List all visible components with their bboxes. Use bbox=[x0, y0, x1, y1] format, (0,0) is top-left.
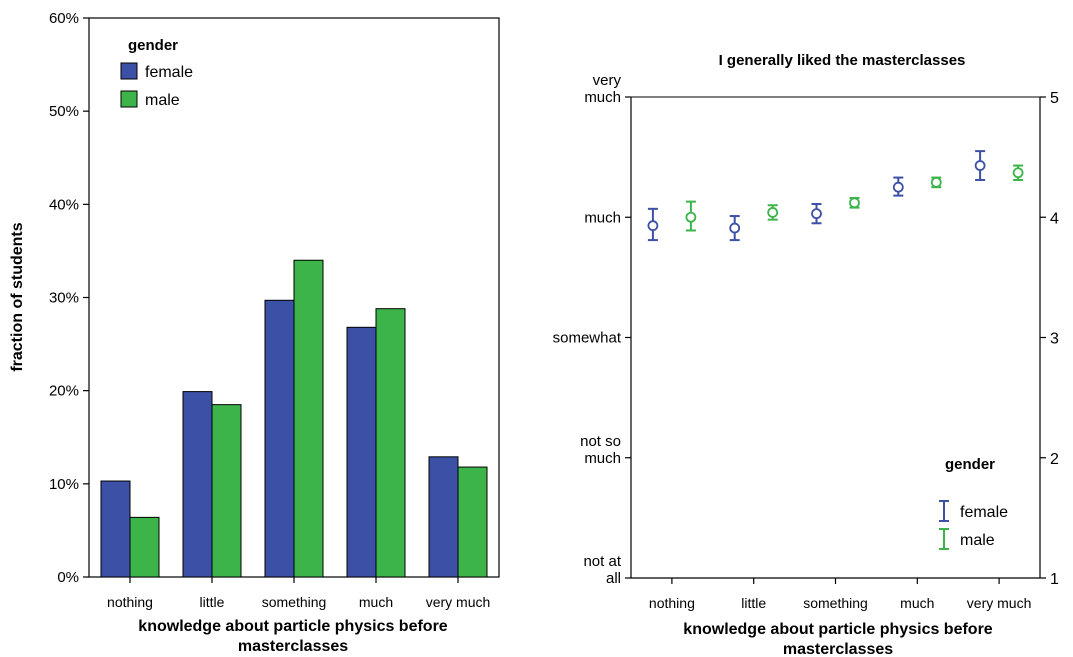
bar-x-tick-label: nothing bbox=[107, 594, 153, 610]
bar-female-much bbox=[346, 326, 377, 578]
errorbar-mean-male-something bbox=[849, 197, 860, 209]
errorbar-x-tick-label: nothing bbox=[649, 595, 695, 611]
errorbar-mean-male-nothing bbox=[685, 211, 697, 223]
bar-y-axis: 0% 10% 20% 30% 40% 50% 60% bbox=[49, 10, 89, 586]
bar-male-very-much bbox=[457, 466, 488, 578]
bar-x-tick-label: very much bbox=[426, 594, 491, 610]
errorbar-x-tick-label: little bbox=[741, 595, 766, 611]
errorbar-right-tick-label: 5 bbox=[1050, 90, 1059, 107]
bar-marks bbox=[100, 259, 488, 578]
bar-y-tick-label: 0% bbox=[57, 569, 79, 586]
bar-female-nothing bbox=[100, 480, 131, 578]
errorbar-mean-female-little bbox=[729, 222, 741, 234]
bar-y-tick-label: 30% bbox=[49, 290, 79, 307]
errorbar-left-tick-label: not at bbox=[583, 553, 621, 570]
errorbar-mean-female-something bbox=[811, 208, 822, 220]
bar-x-axis-title-line2: masterclasses bbox=[238, 638, 348, 655]
errorbar-left-tick-label: all bbox=[606, 570, 621, 587]
errorbar-left-tick-label: much bbox=[584, 89, 621, 106]
bar-legend-label-female: female bbox=[145, 64, 193, 81]
errorbar-mean-female-very-much bbox=[974, 160, 986, 171]
errorbar-x-axis-title-line1: knowledge about particle physics before bbox=[683, 621, 993, 638]
bar-legend-swatch-male bbox=[120, 90, 138, 108]
bar-male-something bbox=[293, 259, 324, 578]
bar-legend: gender female male bbox=[120, 37, 193, 109]
errorbar-left-tick-label: very bbox=[593, 72, 622, 89]
errorbar-legend-symbol-female bbox=[939, 500, 949, 522]
bar-x-axis-title-line1: knowledge about particle physics before bbox=[138, 618, 448, 635]
errorbar-x-axis: nothing little something much very much bbox=[649, 578, 1031, 611]
errorbar-chart-title: I generally liked the masterclasses bbox=[719, 52, 966, 69]
bar-x-tick-label: much bbox=[359, 594, 393, 610]
bar-male-nothing bbox=[129, 516, 160, 578]
bar-female-very-much bbox=[428, 456, 459, 578]
errorbar-mean-female-nothing bbox=[647, 220, 659, 232]
bar-y-tick-label: 10% bbox=[49, 476, 79, 493]
errorbar-right-tick-label: 2 bbox=[1050, 451, 1059, 468]
bar-y-axis-title: fraction of students bbox=[9, 222, 26, 371]
bar-legend-label-male: male bbox=[145, 92, 180, 109]
bar-female-something bbox=[264, 299, 295, 578]
errorbar-right-y-axis: 1 2 3 4 5 bbox=[1040, 90, 1059, 588]
errorbar-mean-female-much bbox=[892, 181, 904, 193]
errorbar-right-tick-label: 4 bbox=[1050, 210, 1059, 227]
bar-y-tick-label: 60% bbox=[49, 10, 79, 27]
bar-female-little bbox=[182, 391, 213, 578]
bar-y-tick-label: 50% bbox=[49, 103, 79, 120]
bar-x-axis: nothing little something much very much bbox=[107, 577, 490, 610]
errorbar-left-tick-label: not so bbox=[580, 433, 621, 450]
errorbar-right-tick-label: 3 bbox=[1050, 331, 1059, 348]
bar-chart: 0% 10% 20% 30% 40% 50% 60% nothing little someth… bbox=[9, 10, 500, 655]
errorbar-x-axis-title-line2: masterclasses bbox=[783, 641, 893, 657]
errorbar-legend-symbol-male bbox=[939, 528, 949, 550]
bar-x-tick-label: little bbox=[200, 594, 225, 610]
errorbar-chart: I generally liked the masterclasses very… bbox=[553, 52, 1059, 657]
errorbar-mean-male-much bbox=[930, 176, 942, 188]
bar-legend-swatch-female bbox=[120, 62, 138, 80]
errorbar-right-tick-label: 1 bbox=[1050, 571, 1059, 588]
errorbar-marks bbox=[647, 150, 1024, 242]
errorbar-legend: gender female male bbox=[939, 456, 1008, 550]
errorbar-legend-title: gender bbox=[945, 456, 995, 473]
bar-y-tick-label: 40% bbox=[49, 196, 79, 213]
errorbar-left-tick-label: much bbox=[584, 209, 621, 226]
errorbar-x-tick-label: much bbox=[900, 595, 934, 611]
bar-male-much bbox=[375, 308, 406, 578]
errorbar-x-tick-label: something bbox=[803, 595, 868, 611]
errorbar-mean-male-little bbox=[767, 207, 779, 218]
errorbar-mean-male-very-much bbox=[1012, 167, 1024, 179]
errorbar-legend-label-male: male bbox=[960, 532, 995, 549]
bar-male-little bbox=[211, 404, 242, 578]
errorbar-left-tick-label: somewhat bbox=[553, 330, 622, 347]
bar-legend-title: gender bbox=[128, 37, 178, 54]
errorbar-x-tick-label: very much bbox=[967, 595, 1032, 611]
errorbar-legend-label-female: female bbox=[960, 504, 1008, 521]
bar-y-tick-label: 20% bbox=[49, 383, 79, 400]
errorbar-left-tick-label: much bbox=[584, 450, 621, 467]
bar-x-tick-label: something bbox=[262, 594, 327, 610]
